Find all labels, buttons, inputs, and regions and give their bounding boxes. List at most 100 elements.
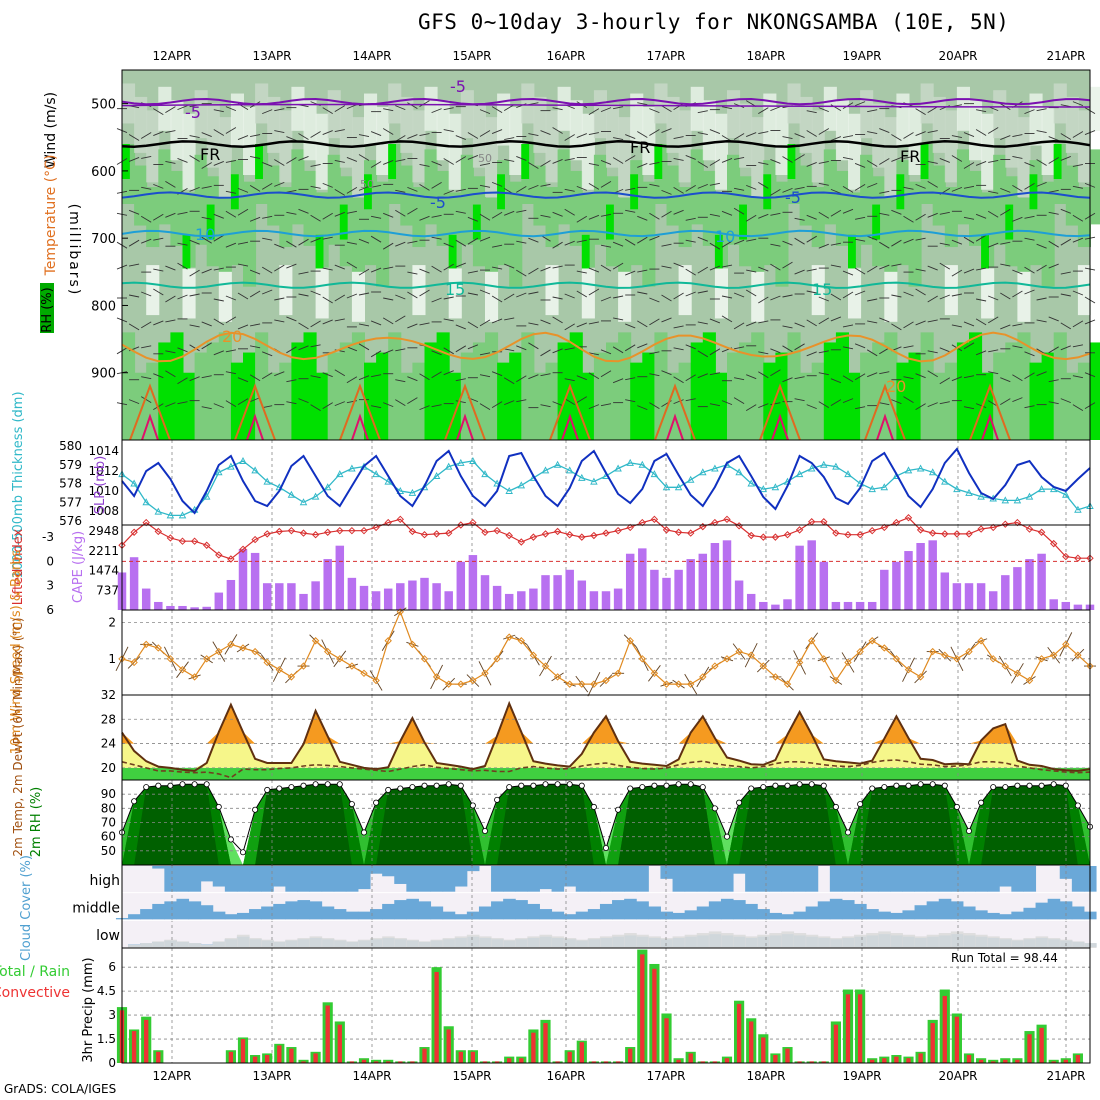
rh-shade-cell xyxy=(485,197,499,288)
upper-wind-barb xyxy=(1048,189,1059,193)
upper-wind-barb xyxy=(588,352,599,356)
cape-bar xyxy=(831,601,841,610)
thickness-point xyxy=(880,483,889,491)
upper-wind-barb xyxy=(128,239,140,247)
cape-bar xyxy=(517,591,526,610)
rh-point xyxy=(966,828,973,835)
cape-bar xyxy=(625,553,635,610)
cape-bar xyxy=(190,607,199,610)
upper-wind-barb xyxy=(1024,351,1035,357)
upper-wind-barb xyxy=(806,130,817,137)
upper-wind-barb xyxy=(1012,290,1023,298)
upper-ylabel-temp: Temperature (°C) xyxy=(43,155,59,277)
cloud-low-patch xyxy=(212,941,226,948)
upper-wind-barb xyxy=(661,243,672,247)
upper-wind-barb xyxy=(975,129,987,136)
rh-shade-cell xyxy=(860,90,874,139)
upper-wind-barb xyxy=(189,186,200,192)
upper-wind-barb xyxy=(939,401,950,405)
upper-wind-barb xyxy=(758,296,769,304)
upper-wind-barb xyxy=(189,239,200,245)
cloud-high-bar xyxy=(503,866,516,892)
rh-shade-cell xyxy=(194,352,208,440)
rh-shade-cell xyxy=(230,93,244,146)
rh-shade-cell xyxy=(606,103,620,168)
upper-wind-barb xyxy=(407,376,418,382)
upper-wind-barb xyxy=(165,130,176,133)
upper-wind-barb xyxy=(770,263,781,271)
cape-bar xyxy=(275,583,284,610)
upper-wind-barb xyxy=(649,212,660,220)
cloud-middle-bar xyxy=(672,912,686,920)
upper-wind-barb xyxy=(685,291,696,297)
upper-wind-barb xyxy=(758,131,769,134)
upper-wind-barb xyxy=(153,213,164,221)
rh-point xyxy=(978,799,985,806)
thickness-point xyxy=(711,464,719,472)
cape-bar xyxy=(952,583,962,610)
upper-wind-barb xyxy=(370,267,382,273)
upper-wind-barb xyxy=(806,110,817,114)
rh-shade-cell xyxy=(981,234,989,270)
upper-wind-barb xyxy=(334,264,345,270)
upper-wind-barb xyxy=(721,295,733,299)
upper-wind-barb xyxy=(927,161,938,164)
rh-point xyxy=(953,803,960,810)
upper-wind-barb xyxy=(250,345,261,349)
cloud-high-bar xyxy=(382,866,395,877)
rh-shade-cell xyxy=(642,352,656,440)
rh-shade-cell xyxy=(944,187,958,248)
cape-bar xyxy=(867,601,877,610)
cloud-middle-bar xyxy=(612,900,625,920)
rh-shade-cell xyxy=(448,234,457,270)
upper-wind-barb xyxy=(782,294,793,298)
cloud-low-patch xyxy=(140,943,153,948)
li-point xyxy=(408,527,417,536)
slp-line xyxy=(121,447,1091,515)
upper-wind-barb xyxy=(250,323,261,327)
precip-conv-bar xyxy=(882,1058,887,1063)
wind-point xyxy=(565,680,574,688)
rh-shade-cell xyxy=(569,100,583,161)
upper-wind-barb xyxy=(540,373,551,377)
upper-wind-barb xyxy=(346,241,357,245)
upper-wind-barb xyxy=(794,154,805,161)
upper-wind-barb xyxy=(867,372,878,378)
upper-wind-barb xyxy=(879,158,890,165)
upper-wind-barb xyxy=(927,402,938,408)
li-point xyxy=(1049,539,1058,548)
contour-label: 50 xyxy=(478,152,492,165)
thickness-point xyxy=(650,470,659,478)
cloud-middle-bar xyxy=(333,909,347,920)
rh-shade-cell xyxy=(218,271,232,322)
li-point xyxy=(1074,554,1082,562)
upper-wind-barb xyxy=(334,294,346,302)
li-point xyxy=(662,526,671,534)
cloud-high-bar xyxy=(914,866,928,892)
rh-shade-cell xyxy=(182,113,196,190)
thickness-point xyxy=(965,488,973,496)
upper-wind-barb xyxy=(1048,157,1059,164)
cape-bar xyxy=(916,543,925,610)
upper-wind-barb xyxy=(721,315,733,323)
rh-shade-cell xyxy=(618,117,632,198)
rh-shade-cell xyxy=(351,197,365,288)
precip-conv-bar xyxy=(361,1059,367,1063)
upper-wind-barb xyxy=(491,371,503,377)
precip-conv-bar xyxy=(954,1016,960,1063)
cape-bar xyxy=(650,569,659,610)
upper-wind-barb xyxy=(600,213,612,217)
upper-wind-barb xyxy=(588,372,600,380)
upper-wind-barb xyxy=(1060,156,1071,161)
li-point xyxy=(227,555,235,563)
li-point xyxy=(783,531,792,539)
upper-wind-barb xyxy=(1000,263,1011,267)
upper-wind-barb xyxy=(806,404,817,410)
upper-wind-barb xyxy=(709,403,720,407)
upper-wind-barb xyxy=(189,344,200,352)
upper-wind-barb xyxy=(552,211,563,217)
upper-wind-barb xyxy=(661,105,672,113)
upper-wind-barb xyxy=(963,132,975,137)
upper-wind-barb xyxy=(927,180,938,188)
cloud-middle-bar xyxy=(926,901,940,920)
